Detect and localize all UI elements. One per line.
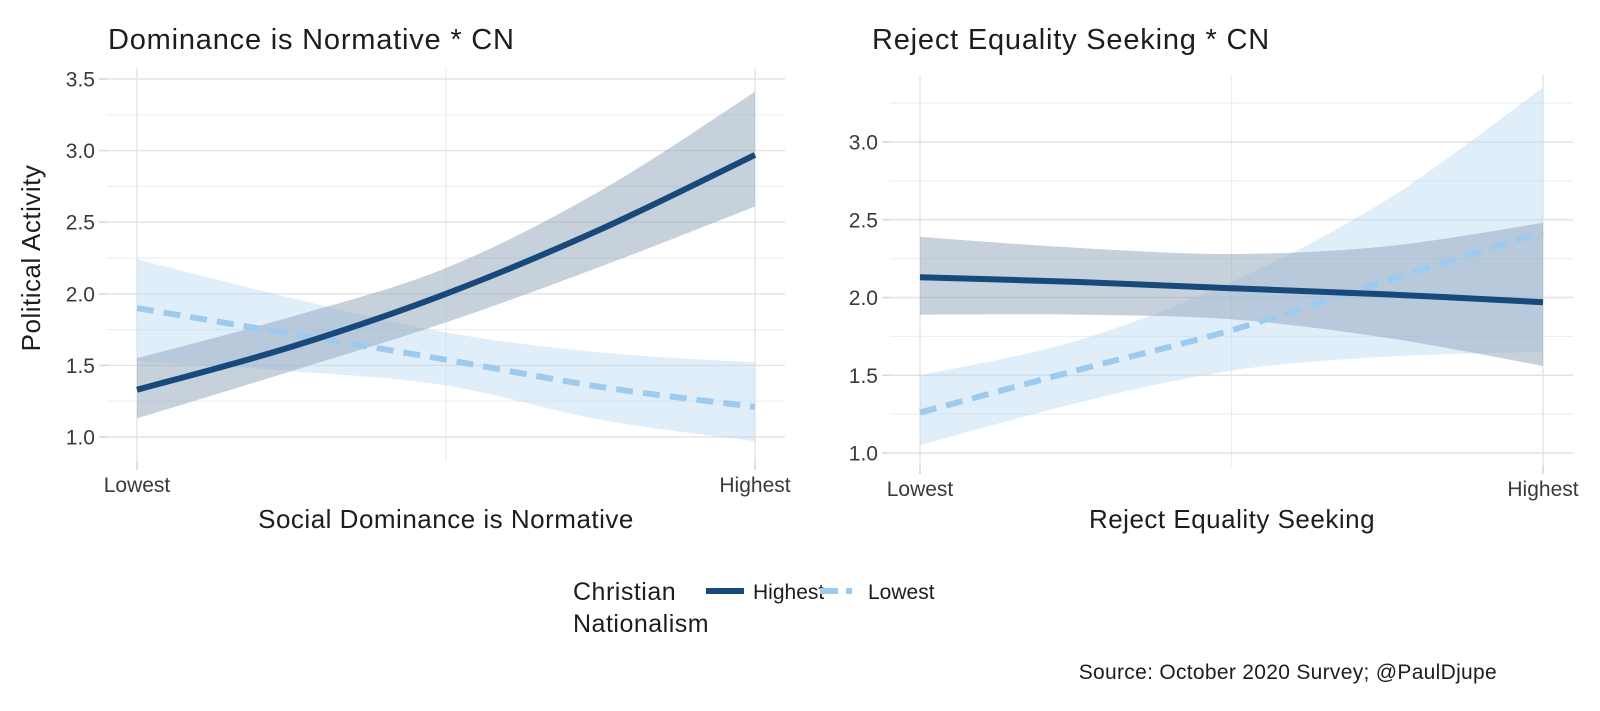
- legend-title-line1: Christian: [573, 578, 676, 606]
- x-tick-label: Highest: [1507, 478, 1578, 501]
- y-axis-title: Political Activity: [16, 165, 46, 352]
- chart2-title: Reject Equality Seeking * CN: [872, 24, 1270, 56]
- chart1-x-axis-title: Social Dominance is Normative: [258, 504, 634, 534]
- trend-line-lowest-cn: [136, 305, 756, 410]
- y-tick-label: 2.0: [849, 287, 878, 310]
- chart-panels: 1.0 1.5 2.0 2.5 3.0 3.5 Lowest Highest 1.0 1.5 2.0…: [66, 68, 1579, 501]
- y-tick-label: 2.5: [849, 209, 878, 232]
- x-tick-label: Lowest: [104, 474, 171, 497]
- trend-line-lowest-cn: [919, 229, 1544, 416]
- y-tick-label: 3.5: [66, 69, 95, 92]
- trend-line-highest-cn: [919, 274, 1544, 306]
- y-tick-label: 1.5: [849, 365, 878, 388]
- panel-2: 1.0 1.5 2.0 2.5 3.0 Lowest Highest: [849, 75, 1579, 501]
- legend-title-line2: Nationalism: [573, 610, 709, 638]
- y-tick-label: 2.5: [66, 212, 95, 235]
- y-tick-label: 1.0: [66, 427, 95, 450]
- y-tick-label: 1.5: [66, 355, 95, 378]
- legend: Christian Nationalism Highest Lowest: [573, 578, 935, 638]
- legend-label-highest: Highest: [753, 581, 824, 604]
- x-tick-label: Lowest: [887, 478, 954, 501]
- chart1-title: Dominance is Normative * CN: [108, 24, 515, 56]
- y-tick-label: 1.0: [849, 443, 878, 466]
- panel-1: 1.0 1.5 2.0 2.5 3.0 3.5 Lowest Highest: [66, 68, 791, 497]
- legend-label-lowest: Lowest: [868, 581, 935, 604]
- ci-band-lowest-cn: [137, 259, 755, 442]
- ci-band-highest-cn: [137, 91, 755, 419]
- y-tick-label: 2.0: [66, 283, 95, 306]
- ci-band-lowest-cn: [920, 87, 1543, 446]
- source-caption: Source: October 2020 Survey; @PaulDjupe: [1079, 661, 1497, 684]
- y-tick-label: 3.0: [66, 140, 95, 163]
- trend-line-highest-cn: [136, 152, 757, 393]
- chart2-x-axis-title: Reject Equality Seeking: [1089, 504, 1375, 534]
- y-tick-label: 3.0: [849, 132, 878, 155]
- ci-band-highest-cn: [920, 222, 1543, 366]
- x-tick-label: Highest: [719, 474, 790, 497]
